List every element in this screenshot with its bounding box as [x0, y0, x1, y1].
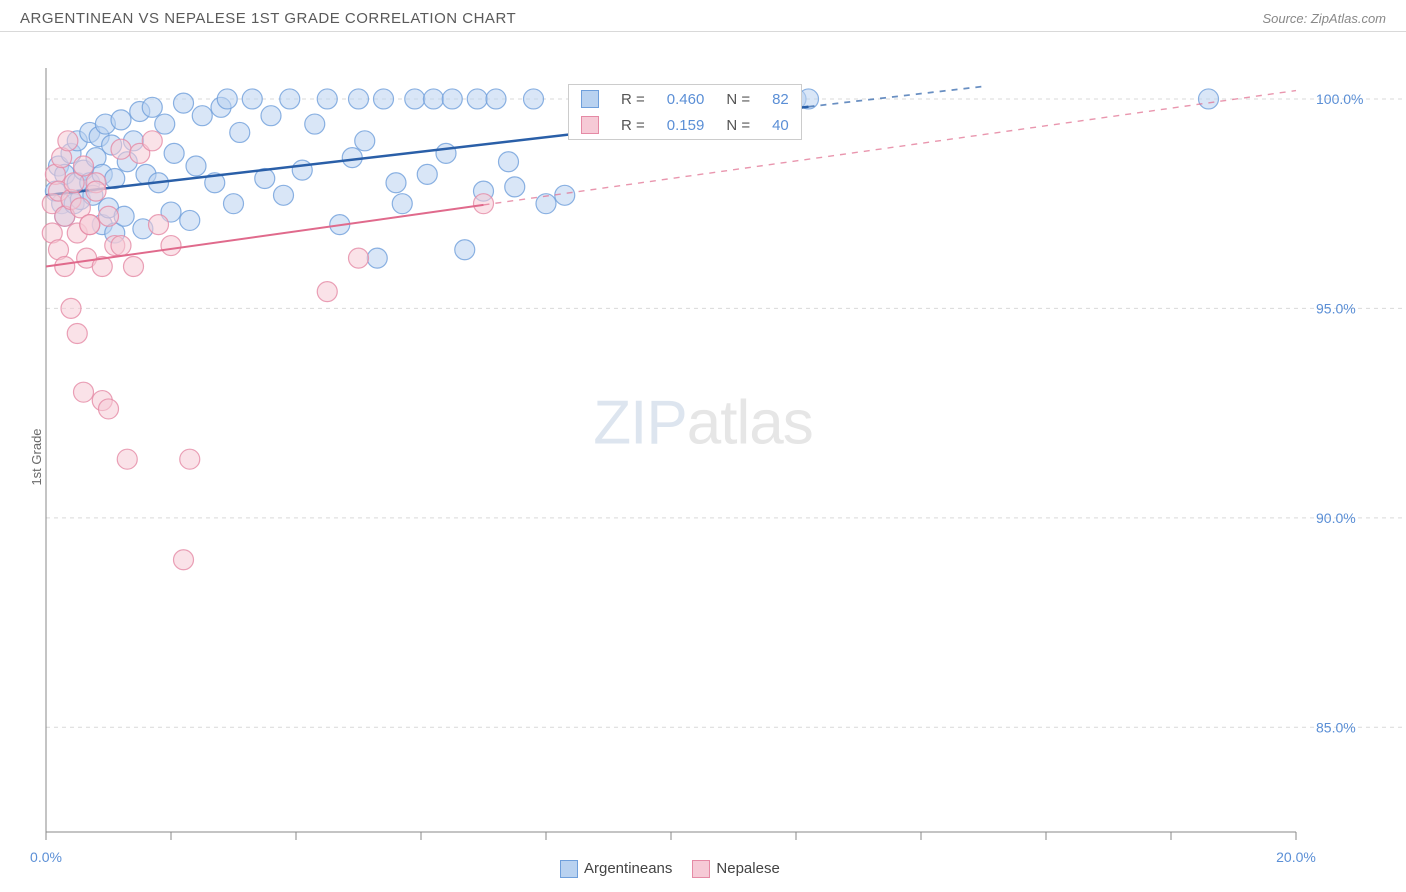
scatter-chart: 85.0% 90.0% 95.0% 100.0% 0.0% 20.0% [0, 32, 1406, 882]
chart-area: 1st Grade 85.0% 90.0% 95.0% 100.0% 0.0% 20.0%… [0, 32, 1406, 882]
y-tick-label: 100.0% [1316, 91, 1363, 107]
legend-item: Argentineans [560, 860, 672, 878]
legend-n-label: N = [716, 87, 760, 111]
legend-r-value: 0.159 [657, 113, 715, 137]
chart-title: ARGENTINEAN VS NEPALESE 1ST GRADE CORREL… [20, 10, 516, 27]
legend-r-label: R = [611, 87, 655, 111]
legend-r-label: R = [611, 113, 655, 137]
series-legend: Argentineans Nepalese [560, 860, 780, 878]
x-tick-label: 0.0% [30, 849, 62, 865]
y-tick-label: 85.0% [1316, 719, 1356, 735]
legend-n-label: N = [716, 113, 760, 137]
legend-r-value: 0.460 [657, 87, 715, 111]
x-tick-label: 20.0% [1276, 849, 1316, 865]
y-tick-label: 95.0% [1316, 300, 1356, 316]
y-tick-label: 90.0% [1316, 510, 1356, 526]
correlation-legend: R =0.460N =82 R =0.159N =40 [568, 84, 802, 140]
y-axis-label: 1st Grade [29, 428, 44, 485]
legend-n-value: 40 [762, 113, 799, 137]
legend-item: Nepalese [692, 860, 779, 878]
chart-header: ARGENTINEAN VS NEPALESE 1ST GRADE CORREL… [0, 0, 1406, 32]
chart-source: Source: ZipAtlas.com [1262, 11, 1386, 26]
legend-n-value: 82 [762, 87, 799, 111]
